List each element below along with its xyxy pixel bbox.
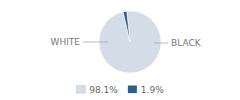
chart: WHITE BLACK 98.1% 1.9% [0,0,240,100]
pie [99,11,161,73]
legend-label: 1.9% [141,85,164,95]
legend-swatch [76,86,85,94]
pie-slice [123,11,130,42]
legend: 98.1% 1.9% [76,85,164,95]
leader-line [83,42,108,43]
legend-label: 98.1% [89,85,118,95]
leader-line [154,43,168,44]
legend-swatch [128,86,137,94]
slice-label: WHITE [50,37,80,47]
slice-label: BLACK [171,38,202,48]
pie-slice [99,11,161,73]
